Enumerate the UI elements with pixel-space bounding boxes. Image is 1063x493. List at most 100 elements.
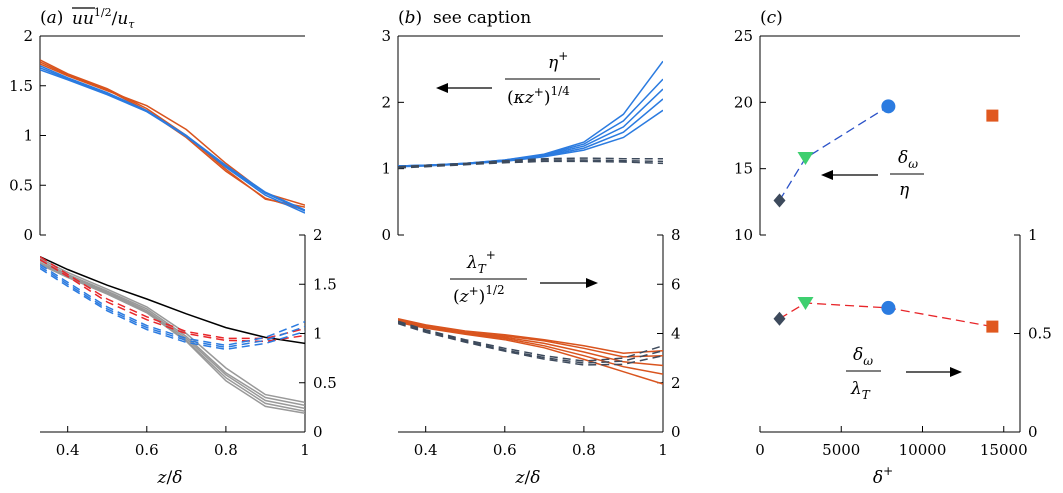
series-line [398,317,663,354]
y-tick-label: 6 [671,275,681,293]
panel-c-header: (c) [760,8,783,28]
y-tick-label: 0 [313,423,323,441]
y-tick-label: 10 [734,226,753,244]
series-line [398,321,663,364]
y-tick-label: 0 [381,226,391,244]
x-tick-label: 0.6 [135,441,159,459]
x-tick-label: 0.8 [214,441,238,459]
series-line [40,267,305,351]
annotation-eta: η+ (κz+)1/4 [436,49,600,108]
y-tick-label: 1.5 [313,275,337,293]
panel-b-tag: (b) [398,8,422,28]
series-line [398,60,663,167]
plot-b_top: 0 1 2 3 [381,27,663,244]
series-line [40,256,305,345]
plot-c_bot: 0 0.5 1 0 5000 10000 15000 [755,226,1052,459]
marker-circle [881,300,896,315]
y-tick-label: 2 [23,27,33,45]
series-line [40,263,305,347]
plot-a_bot: 0 0.5 1 1.5 2 0.4 0.6 0.8 1 [40,226,337,459]
annotation-delta-lambda-num: δω [853,345,873,368]
series-line [40,257,305,404]
panel-a-ylabel: uu1/2/uτ [72,6,135,31]
y-tick-label: 0 [23,226,33,244]
x-tick-label: 5000 [822,441,860,459]
plot-c_top: 10 15 20 25 [734,27,1020,244]
y-tick-label: 2 [671,374,681,392]
y-tick-label: 8 [671,226,681,244]
y-tick-label: 25 [734,27,753,45]
x-tick-label: 0 [755,441,765,459]
series-line [40,256,305,340]
panel-c-tag: (c) [760,8,783,28]
y-tick-label: 0 [671,423,681,441]
y-tick-label: 20 [734,93,753,111]
y-tick-label: 15 [734,160,753,178]
y-tick-label: 0.5 [9,176,33,194]
marker-diamond [773,311,786,326]
arrow-head [821,170,833,180]
marker-circle [881,99,896,114]
series-line [779,302,993,328]
y-tick-label: 1.5 [9,77,33,95]
marker-square [986,320,999,333]
annotation-lambda-den: (z+)1/2 [453,283,505,307]
y-tick-label: 0 [1028,423,1038,441]
y-tick-label: 1 [313,325,323,343]
series-line [398,321,663,385]
series-line [398,319,663,358]
annotation-eta-num: η+ [548,49,568,73]
annotation-eta-den: (κz+)1/4 [507,84,570,108]
y-tick-label: 2 [313,226,323,244]
plot-b_bot: 0 2 4 6 8 0.4 0.6 0.8 1 [398,226,681,459]
x-tick-label: 10000 [899,441,947,459]
y-tick-label: 0.5 [313,374,337,392]
x-tick-label: 15000 [980,441,1028,459]
series-line [778,105,889,201]
y-tick-label: 2 [381,93,391,111]
marker-triangle [797,296,814,310]
marker-diamond [773,193,786,208]
y-tick-label: 3 [381,27,391,45]
marker-square [986,109,999,122]
series-line [40,67,305,212]
plot-a_top: 0 0.5 1 1.5 2 [9,27,305,244]
y-tick-label: 1 [1028,226,1038,244]
series-line [398,322,663,366]
x-tick-label: 0.4 [414,441,438,459]
annotation-delta-eta-num: δω [898,148,918,171]
arrow-head [436,83,448,93]
y-tick-label: 0.5 [1028,325,1052,343]
series-line [40,263,305,415]
series-line [40,69,305,211]
panel-b-header: (b) see caption [398,8,531,28]
panel-b-title: see caption [433,8,531,28]
y-tick-label: 1 [23,127,33,145]
panel-a-tag: (a) [40,8,63,28]
x-tick-label: 1 [658,441,668,459]
y-tick-label: 1 [381,160,391,178]
series-line [40,258,305,343]
x-tick-label: 0.6 [493,441,517,459]
annotation-lambda: λT+ (z+)1/2 [450,248,598,307]
series-line [40,65,305,214]
marker-triangle [797,152,814,166]
x-tick-label: 1 [300,441,310,459]
xlabel-b: z/δ [515,468,541,488]
series-line [40,259,305,407]
series-line [40,265,305,349]
annotation-delta-lambda-den: λT [850,379,871,402]
series-line [398,320,663,362]
xlabel-a: z/δ [157,468,183,488]
annotation-delta-lambda: δω λT [846,345,962,402]
arrow-head [586,278,598,288]
xlabel-c: δ+ [873,464,893,488]
x-tick-label: 0.4 [56,441,80,459]
y-tick-label: 4 [671,325,681,343]
panel-a-header: (a) uu1/2/uτ [40,6,135,31]
annotation-delta-eta-den: η [899,180,910,200]
arrow-head [950,367,962,377]
x-tick-label: 0.8 [572,441,596,459]
